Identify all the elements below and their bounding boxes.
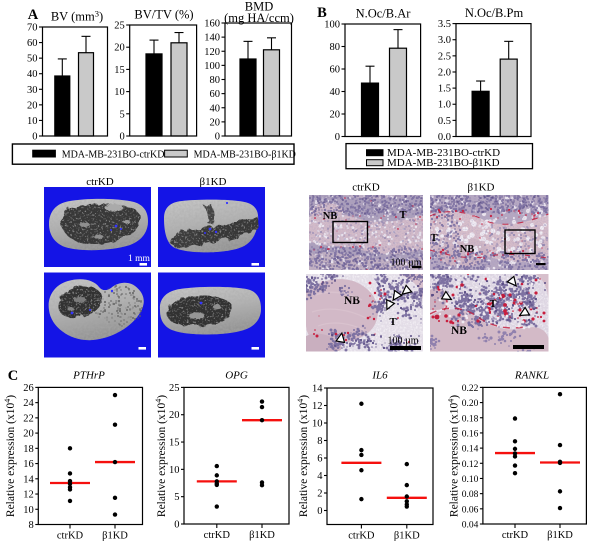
svg-text:160: 160 xyxy=(204,19,220,30)
svg-text:NB: NB xyxy=(344,295,360,307)
svg-text:T: T xyxy=(430,233,437,244)
svg-text:BV (mm3): BV (mm3) xyxy=(51,9,103,24)
svg-text:T: T xyxy=(389,317,396,328)
svg-text:1 mm: 1 mm xyxy=(128,254,151,264)
svg-text:0: 0 xyxy=(119,132,124,143)
svg-text:1.5: 1.5 xyxy=(438,84,451,95)
svg-text:(mg HA/ccm): (mg HA/ccm) xyxy=(224,11,294,25)
svg-text:40: 40 xyxy=(330,87,341,98)
svg-text:β1KD: β1KD xyxy=(468,182,495,194)
svg-text:20: 20 xyxy=(27,100,38,111)
svg-text:ctrKD: ctrKD xyxy=(86,176,114,188)
svg-text:80: 80 xyxy=(210,75,221,86)
svg-text:A: A xyxy=(28,7,39,23)
svg-text:100 µm: 100 µm xyxy=(390,258,421,269)
svg-text:3.0: 3.0 xyxy=(438,35,451,46)
svg-text:ctrKD: ctrKD xyxy=(352,182,380,194)
svg-text:C: C xyxy=(8,368,18,384)
svg-text:60: 60 xyxy=(27,38,38,49)
svg-text:25: 25 xyxy=(114,21,125,32)
svg-text:0: 0 xyxy=(32,132,37,143)
svg-text:40: 40 xyxy=(210,103,221,114)
svg-text:BV/TV (%): BV/TV (%) xyxy=(134,8,193,22)
svg-text:NB: NB xyxy=(323,211,338,222)
svg-text:70: 70 xyxy=(27,23,38,34)
svg-text:B: B xyxy=(317,5,327,21)
svg-text:40: 40 xyxy=(27,69,38,80)
svg-text:T: T xyxy=(399,210,406,221)
svg-text:50: 50 xyxy=(27,54,38,65)
svg-text:2.0: 2.0 xyxy=(438,67,451,78)
svg-text:120: 120 xyxy=(204,47,220,58)
svg-text:0.5: 0.5 xyxy=(438,116,451,127)
svg-text:10: 10 xyxy=(27,116,38,127)
svg-text:100 µm: 100 µm xyxy=(387,336,418,347)
svg-text:60: 60 xyxy=(210,89,221,100)
svg-text:15: 15 xyxy=(114,65,125,76)
svg-text:0: 0 xyxy=(335,132,340,143)
svg-text:β1KD: β1KD xyxy=(200,176,227,188)
svg-text:3.5: 3.5 xyxy=(438,19,451,30)
svg-text:MDA-MB-231BO-β1KD: MDA-MB-231BO-β1KD xyxy=(387,157,500,169)
svg-text:N.Oc/B.Pm: N.Oc/B.Pm xyxy=(465,6,524,20)
svg-text:10: 10 xyxy=(114,87,125,98)
svg-text:0: 0 xyxy=(215,132,220,143)
svg-text:20: 20 xyxy=(114,43,125,54)
svg-text:0.0: 0.0 xyxy=(438,132,451,143)
svg-text:MDA-MB-231BO-ctrKD: MDA-MB-231BO-ctrKD xyxy=(62,150,165,161)
svg-text:80: 80 xyxy=(330,42,341,53)
svg-text:100: 100 xyxy=(324,20,340,31)
svg-text:5: 5 xyxy=(119,109,124,120)
svg-text:MDA-MB-231BO-ctrKD: MDA-MB-231BO-ctrKD xyxy=(387,147,500,159)
svg-text:BMD: BMD xyxy=(245,0,273,14)
svg-text:NB: NB xyxy=(460,244,475,255)
svg-text:MDA-MB-231BO-β1KD: MDA-MB-231BO-β1KD xyxy=(194,150,296,161)
svg-text:20: 20 xyxy=(330,110,341,121)
svg-text:100: 100 xyxy=(204,61,220,72)
svg-text:2.5: 2.5 xyxy=(438,51,451,62)
svg-text:20: 20 xyxy=(210,117,221,128)
svg-text:30: 30 xyxy=(27,85,38,96)
svg-text:1.0: 1.0 xyxy=(438,100,451,111)
svg-text:60: 60 xyxy=(330,65,341,76)
svg-text:140: 140 xyxy=(204,33,220,44)
svg-text:N.Oc/B.Ar: N.Oc/B.Ar xyxy=(356,7,412,21)
